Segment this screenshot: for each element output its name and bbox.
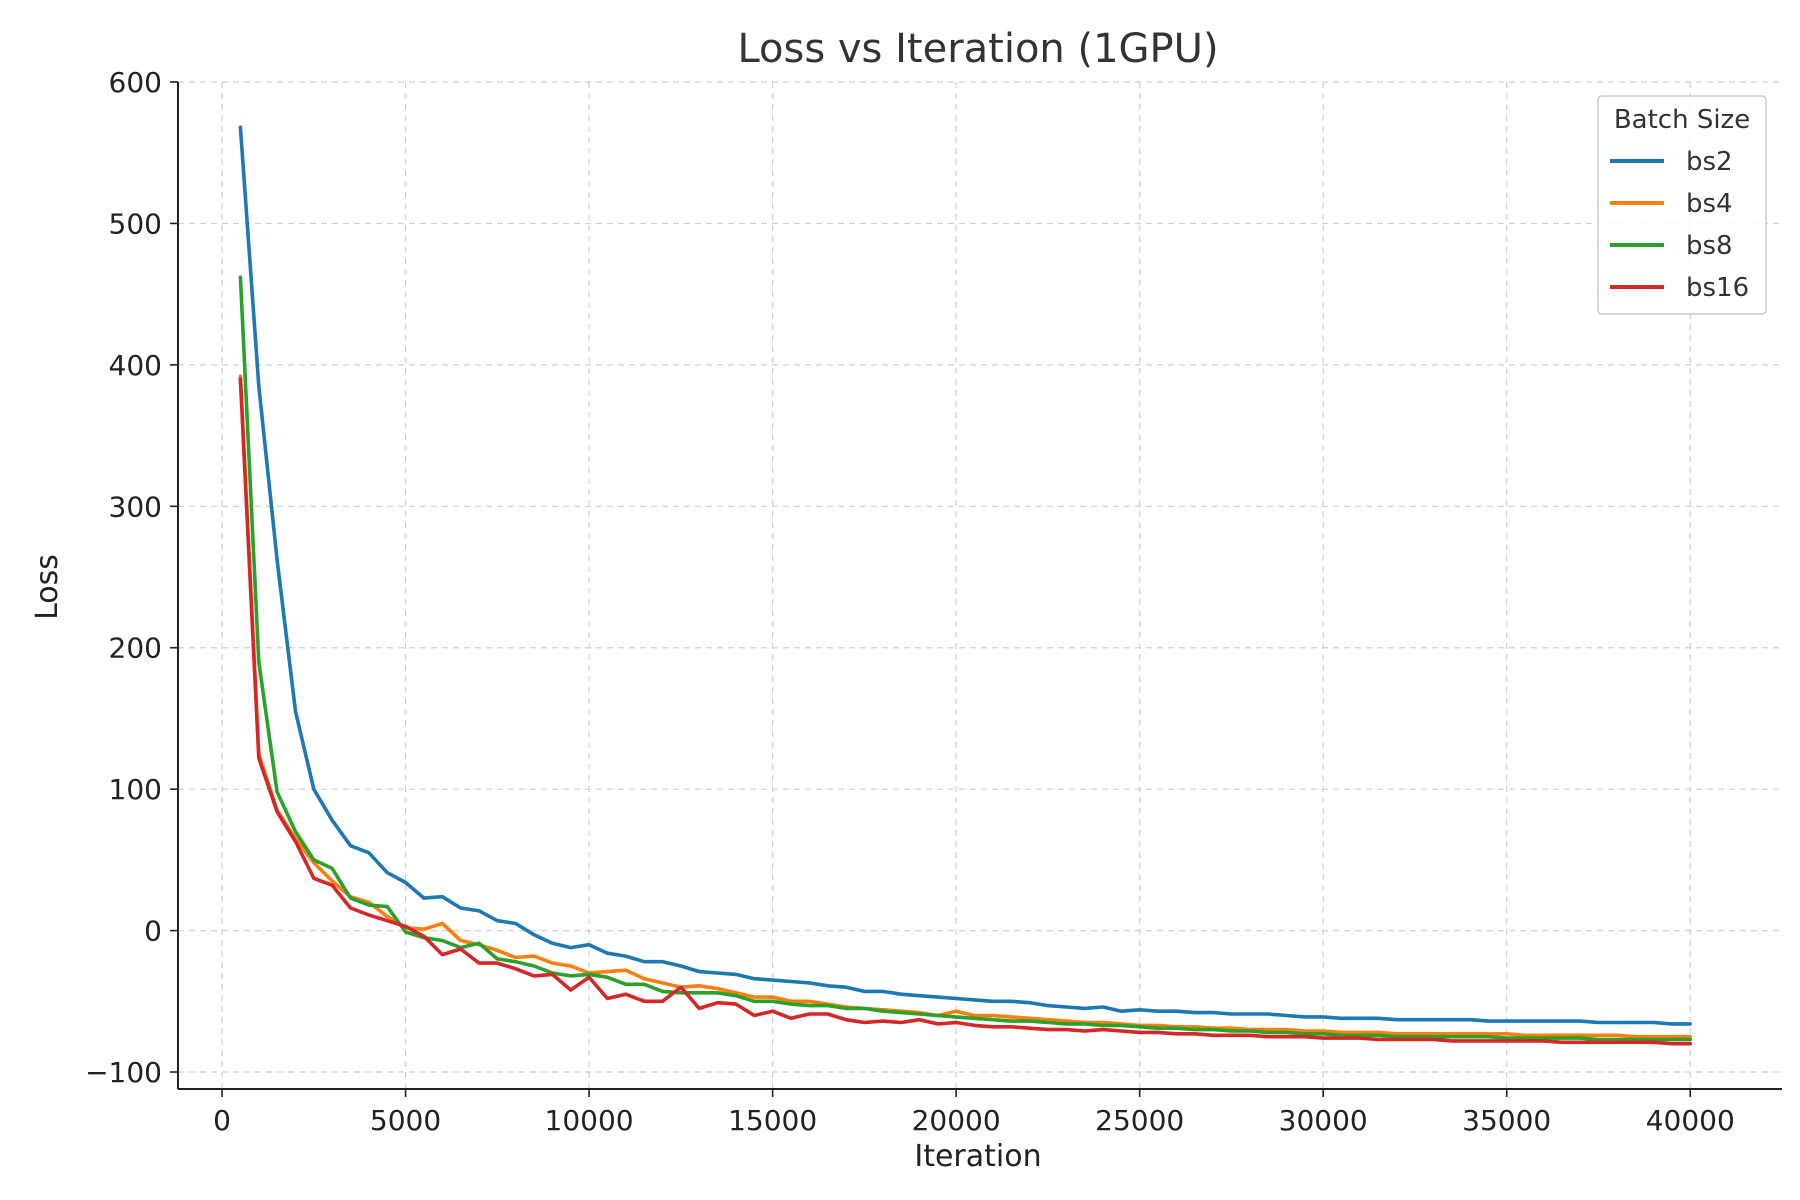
legend-label-bs2: bs2 — [1686, 147, 1733, 177]
legend-label-bs16: bs16 — [1686, 273, 1749, 303]
x-tick-label: 30000 — [1279, 1104, 1368, 1137]
y-tick-label: 300 — [109, 490, 162, 523]
y-tick-label: 400 — [109, 349, 162, 382]
series-lines — [238, 125, 1692, 1046]
legend-label-bs8: bs8 — [1686, 231, 1733, 261]
x-tick-label: 20000 — [912, 1104, 1001, 1137]
series-line-bs8 — [238, 275, 1692, 1042]
legend-title: Batch Size — [1614, 105, 1750, 135]
axes — [177, 82, 1782, 1090]
y-axis-label: Loss — [30, 554, 65, 620]
y-tick-label: 600 — [109, 66, 162, 99]
legend: Batch Size bs2 bs4 bs8 bs16 — [1597, 95, 1767, 315]
x-axis-ticks: 0 5000 10000 15000 20000 25000 30000 35000 40000 — [213, 1089, 1735, 1137]
series-line-bs2 — [238, 125, 1692, 1026]
y-tick-label: 0 — [144, 915, 162, 948]
series-line-bs16 — [238, 377, 1692, 1046]
y-tick-label: 500 — [109, 207, 162, 240]
legend-box — [1597, 95, 1767, 315]
y-tick-label: 200 — [109, 632, 162, 665]
x-tick-label: 0 — [213, 1104, 231, 1137]
legend-label-bs4: bs4 — [1686, 189, 1733, 219]
x-tick-label: 25000 — [1095, 1104, 1184, 1137]
chart-title: Loss vs Iteration (1GPU) — [737, 26, 1218, 72]
x-axis-label: Iteration — [914, 1139, 1041, 1174]
x-tick-label: 15000 — [728, 1104, 817, 1137]
x-tick-label: 10000 — [545, 1104, 634, 1137]
x-tick-label: 5000 — [370, 1104, 441, 1137]
y-tick-label: −100 — [85, 1056, 162, 1089]
x-tick-label: 35000 — [1462, 1104, 1551, 1137]
x-tick-label: 40000 — [1646, 1104, 1735, 1137]
y-axis-ticks: −100 0 100 200 300 400 500 600 — [85, 66, 178, 1089]
y-tick-label: 100 — [109, 773, 162, 806]
grid — [178, 81, 1782, 1089]
